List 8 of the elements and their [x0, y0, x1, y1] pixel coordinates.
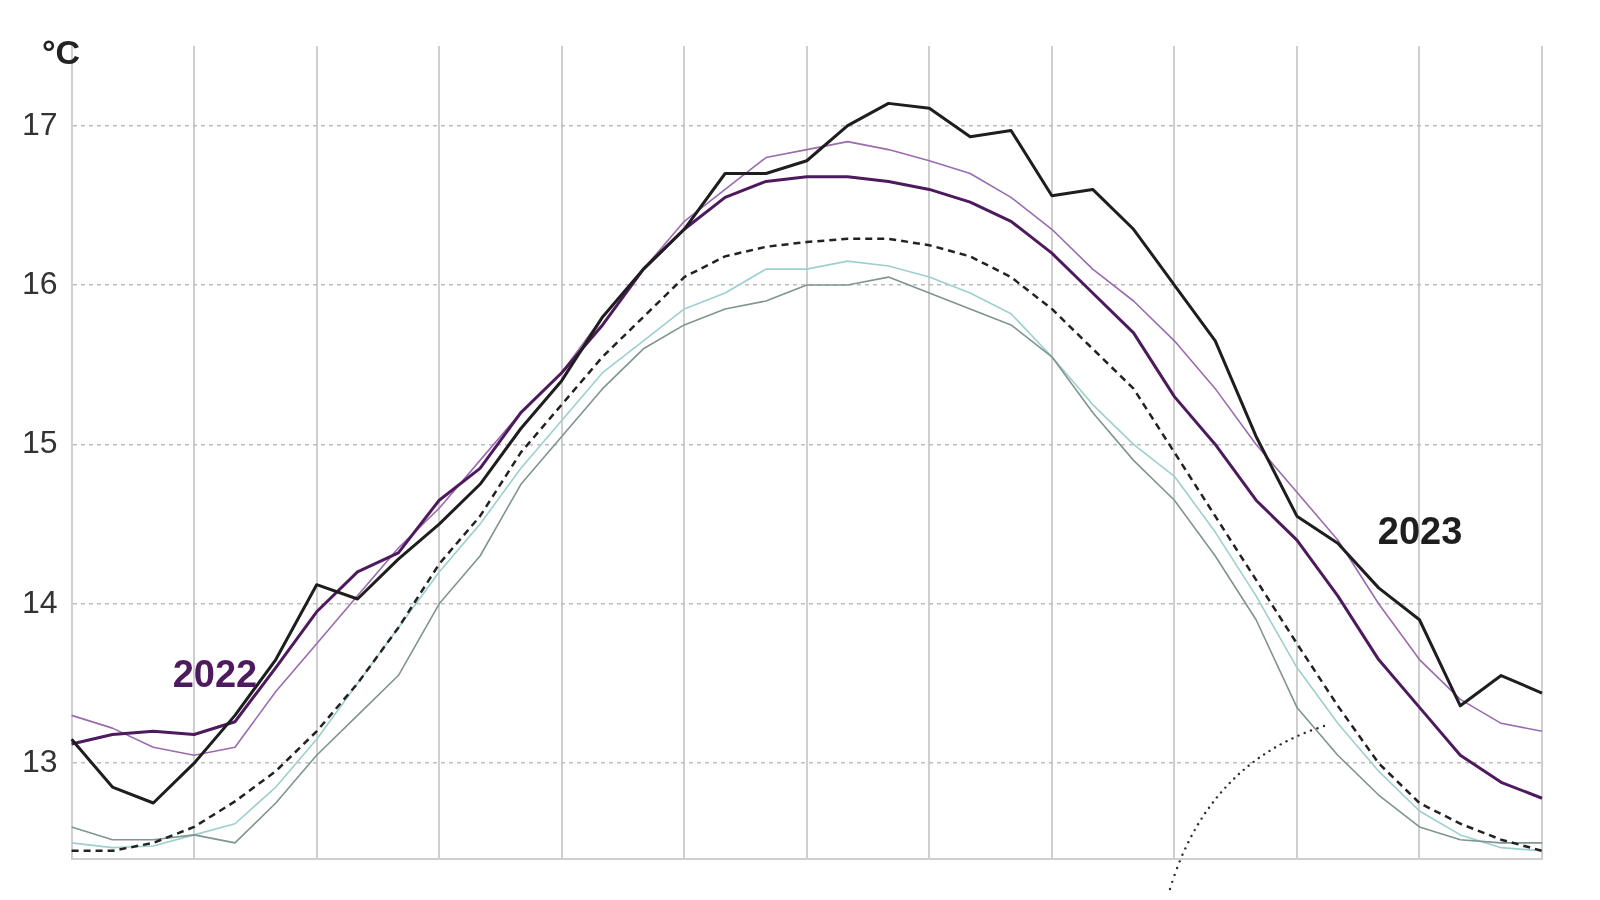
series-label: 2022	[172, 653, 258, 696]
y-tick-label: 17	[22, 105, 58, 142]
y-tick-label: 15	[22, 424, 58, 461]
y-axis-title: °C	[42, 33, 81, 72]
y-tick-label: 13	[22, 743, 58, 779]
series-label: 2023	[1377, 509, 1463, 552]
y-tick-label: 14	[22, 583, 58, 620]
y-tick-label: 16	[22, 264, 58, 301]
